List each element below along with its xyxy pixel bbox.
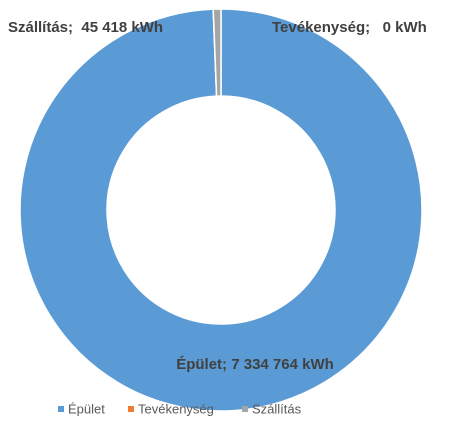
donut-slice (212, 8, 222, 97)
donut-slice (19, 8, 423, 412)
legend-swatch (58, 406, 64, 412)
legend-label: Szállítás (252, 401, 302, 416)
data-label: Épület; 7 334 764 kWh (176, 356, 334, 373)
legend-swatch (128, 406, 134, 412)
data-label: Szállítás; 45 418 kWh (8, 19, 163, 36)
data-label: Tevékenység; 0 kWh (272, 19, 427, 36)
legend-label: Épület (68, 401, 105, 416)
legend-label: Tevékenység (138, 401, 214, 416)
legend-swatch (242, 406, 248, 412)
